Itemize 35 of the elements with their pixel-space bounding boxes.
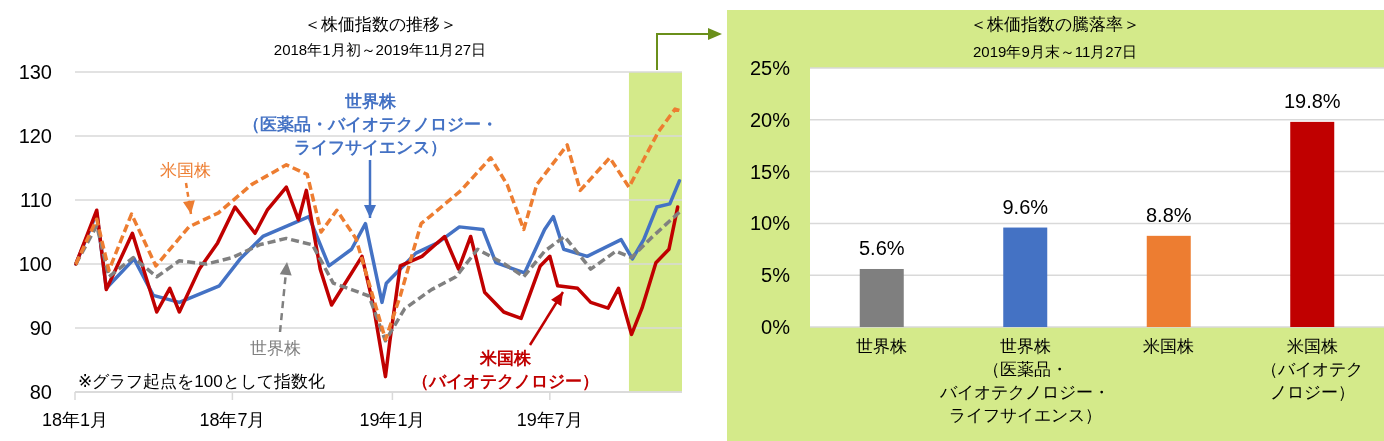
y-tick-label: 100 xyxy=(18,253,52,275)
y-tick-label: 10% xyxy=(749,212,791,235)
bar xyxy=(859,268,904,327)
data-label: 8.8% xyxy=(1145,203,1192,226)
y-tick-label: 120 xyxy=(18,125,52,147)
y-tick-label: 0% xyxy=(761,316,791,338)
chart-title: ＜株価指数の推移＞ xyxy=(303,15,457,34)
x-tick-label: 世界株 xyxy=(856,337,908,356)
x-tick-label: 18年1月 xyxy=(41,410,109,430)
data-label: 19.8% xyxy=(1283,89,1341,112)
bar xyxy=(1003,227,1048,327)
text: 世界株（医薬品・バイオテクノロジー・ライフサイエンス） xyxy=(242,92,498,157)
y-tick-label: 130 xyxy=(18,61,52,83)
chart-title: ＜株価指数の騰落率＞ xyxy=(970,15,1140,34)
chart-subtitle: 2018年1月初～2019年11月27日 xyxy=(273,41,487,58)
y-tick-label: 15% xyxy=(749,160,791,183)
x-tick-label: 米国株（バイオテクノロジー） xyxy=(1261,337,1364,402)
x-tick-label: 世界株（医薬品・バイオテクノロジー・ライフサイエンス） xyxy=(939,337,1111,425)
bar xyxy=(1290,121,1335,327)
data-label: 9.6% xyxy=(1002,195,1049,218)
y-tick-label: 20% xyxy=(749,108,791,131)
bar xyxy=(1146,235,1191,327)
data-label: 5.6% xyxy=(858,236,905,259)
x-tick-label: 19年1月 xyxy=(359,410,426,430)
x-tick-label: 19年7月 xyxy=(516,410,583,430)
y-tick-label: 110 xyxy=(20,189,52,211)
x-tick-label: 米国株 xyxy=(1143,337,1195,356)
y-tick-label: 90 xyxy=(29,317,52,339)
y-tick-label: 5% xyxy=(761,264,791,287)
annotation: ※グラフ起点を100として指数化 xyxy=(78,372,325,391)
y-tick-label: 25% xyxy=(749,57,791,79)
x-tick-label: 18年7月 xyxy=(199,410,266,430)
series-label: 米国株 xyxy=(159,161,211,180)
chart-subtitle: 2019年9月末～11月27日 xyxy=(973,43,1137,60)
y-tick-label: 80 xyxy=(29,381,52,403)
